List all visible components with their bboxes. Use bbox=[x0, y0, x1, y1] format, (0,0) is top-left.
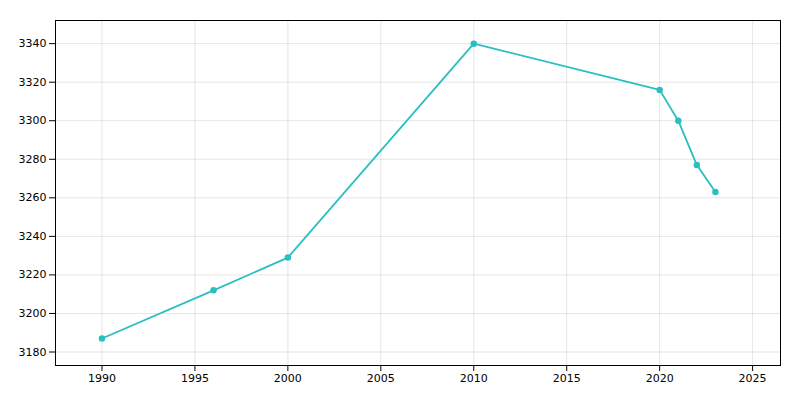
svg-text:3300: 3300 bbox=[19, 114, 47, 127]
svg-text:2005: 2005 bbox=[367, 372, 395, 385]
svg-text:2025: 2025 bbox=[739, 372, 767, 385]
svg-text:3340: 3340 bbox=[19, 37, 47, 50]
svg-text:2015: 2015 bbox=[553, 372, 581, 385]
svg-text:2010: 2010 bbox=[460, 372, 488, 385]
svg-text:3200: 3200 bbox=[19, 307, 47, 320]
svg-text:3180: 3180 bbox=[19, 346, 47, 359]
svg-text:3220: 3220 bbox=[19, 268, 47, 281]
svg-text:3260: 3260 bbox=[19, 191, 47, 204]
svg-text:1995: 1995 bbox=[181, 372, 209, 385]
svg-text:3280: 3280 bbox=[19, 153, 47, 166]
svg-text:2020: 2020 bbox=[646, 372, 674, 385]
svg-text:3240: 3240 bbox=[19, 230, 47, 243]
svg-text:3320: 3320 bbox=[19, 76, 47, 89]
svg-text:1990: 1990 bbox=[88, 372, 116, 385]
svg-text:2000: 2000 bbox=[274, 372, 302, 385]
